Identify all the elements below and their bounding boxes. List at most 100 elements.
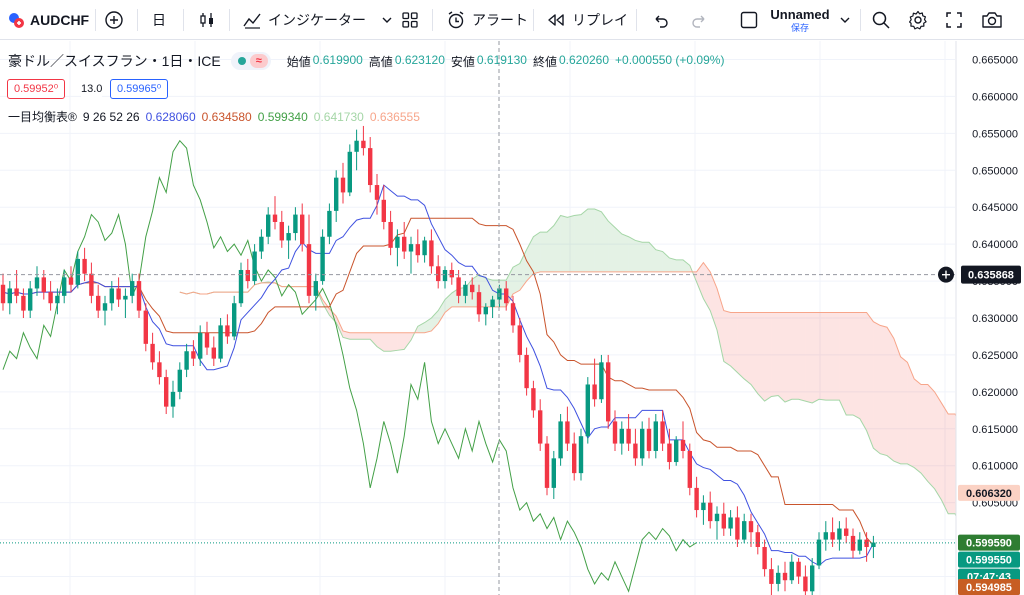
cloud-segment (608, 221, 615, 272)
undo-icon (655, 15, 668, 28)
candle-body (157, 362, 162, 378)
indicator-params: 9 26 52 26 (82, 109, 140, 124)
add-alert-plus-icon[interactable] (938, 266, 954, 283)
crosshair-price-label: 0.635868 (968, 270, 1014, 282)
indicators-icon (243, 13, 261, 29)
candle-body (123, 295, 128, 300)
price-axis[interactable]: 0.665000 0.660000 0.655000 0.650000 0.645000… (938, 41, 1024, 595)
candle-body (286, 233, 291, 241)
candle-body (347, 151, 352, 193)
buy-button[interactable]: 0.59965⁰ (110, 79, 169, 99)
candle-body (619, 428, 624, 444)
layout-name: Unnamed (770, 7, 830, 22)
cloud-segment (438, 299, 445, 324)
price-tick-label: 0.650000 (972, 165, 1018, 177)
candle-body (388, 221, 393, 248)
candle-body (762, 546, 767, 570)
candle-body (796, 561, 801, 577)
cloud-segment (798, 312, 806, 402)
price-tick-label: 0.620000 (972, 387, 1018, 399)
cloud-segment (948, 414, 955, 514)
search-button[interactable] (871, 0, 891, 40)
cloud-segment (893, 338, 901, 464)
layout-checkbox[interactable] (740, 0, 758, 40)
cloud-segment (397, 332, 405, 351)
chevron-down-icon (840, 17, 850, 23)
layout-menu-button[interactable] (838, 0, 852, 40)
price-tick-label: 0.645000 (972, 202, 1018, 214)
candle-body (109, 288, 114, 304)
indicator-value-span-b: 0.636555 (369, 109, 420, 124)
cloud-segment (853, 312, 860, 419)
cloud-segment (791, 312, 799, 400)
cloud-segment (873, 321, 881, 454)
candle-body (517, 325, 522, 355)
indicators-button[interactable]: インジケーター (242, 0, 394, 40)
candle-body (456, 277, 461, 296)
indicator-value-chikou: 0.599340 (257, 109, 308, 124)
candle-body (62, 277, 67, 296)
indicator-legend[interactable]: 一目均衡表® 9 26 52 26 0.628060 0.634580 0.59… (8, 108, 420, 125)
candle-body (191, 351, 196, 359)
candle-body (674, 439, 679, 463)
symbol-search[interactable]: AUDCHF (8, 0, 89, 40)
cloud-segment (574, 214, 581, 272)
price-label-text: 0.599550 (966, 555, 1012, 567)
cloud-segment (832, 312, 840, 401)
fullscreen-button[interactable] (945, 0, 963, 40)
settings-button[interactable] (908, 0, 928, 40)
alert-button[interactable]: アラート (446, 0, 528, 40)
candle-body (789, 561, 794, 581)
rewind-icon (548, 14, 564, 26)
sell-button[interactable]: 0.59952⁰ (7, 79, 66, 99)
templates-button[interactable] (401, 0, 419, 40)
spread-value: 13.0 (81, 79, 103, 99)
high-value: 0.623120 (394, 52, 445, 67)
price-axis-background (956, 41, 1024, 595)
undo-button[interactable] (652, 0, 670, 40)
price-chart[interactable]: 0.665000 0.660000 0.655000 0.650000 0.645000… (0, 41, 1024, 595)
cloud-segment (744, 312, 751, 385)
layout-name-button[interactable]: Unnamed 保存 (768, 4, 832, 36)
cloud-segment (383, 332, 391, 352)
candle-body (490, 299, 495, 307)
market-status[interactable]: ≈ (230, 52, 271, 70)
candle-body (7, 288, 12, 304)
candle-body (279, 221, 284, 241)
chart-type-button[interactable] (197, 0, 217, 40)
redo-button[interactable] (690, 0, 708, 40)
cloud-segment (343, 330, 350, 340)
candle-body (442, 269, 448, 282)
screenshot-button[interactable] (981, 0, 1003, 40)
cloud-segment (819, 312, 826, 401)
low-value: 0.619130 (476, 52, 527, 67)
candle-body (68, 277, 74, 285)
candle-body (218, 325, 223, 359)
candle-body (204, 332, 210, 348)
compare-button[interactable] (104, 0, 124, 40)
candle-body (327, 210, 332, 237)
candle-body (266, 214, 271, 237)
cloud-segment (934, 391, 942, 500)
ichimoku-cloud (179, 209, 1024, 535)
candle-body (660, 421, 665, 444)
cloud-segment (519, 249, 527, 291)
candle-body (748, 521, 754, 533)
candle-body (742, 521, 747, 540)
candle-body (429, 240, 434, 267)
candle-body (82, 258, 87, 274)
candle-body (320, 236, 325, 282)
cloud-segment (363, 332, 371, 340)
candle-body (402, 236, 407, 252)
candle-body (41, 277, 46, 293)
interval-button[interactable]: 日 (152, 0, 166, 40)
cloud-segment (778, 312, 785, 403)
candle-body (578, 436, 584, 474)
candle-body (558, 421, 563, 459)
candle-body (449, 269, 454, 278)
price-label-text: 0.606320 (966, 488, 1012, 500)
replay-button[interactable]: リプレイ (546, 0, 628, 40)
candle-body (776, 572, 781, 584)
candle-body (816, 539, 822, 566)
legend-title: 豪ドル／スイスフラン・1日・ICE (8, 53, 221, 69)
